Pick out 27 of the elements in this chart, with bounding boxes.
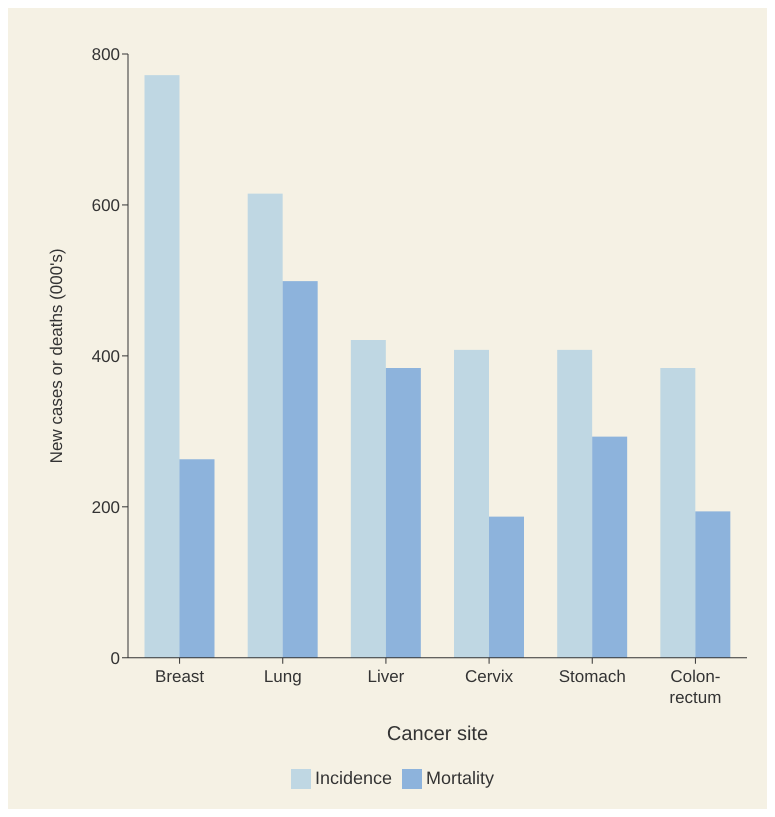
bar (282, 281, 318, 658)
y-tick-label: 600 (92, 196, 120, 215)
bar (454, 350, 490, 658)
x-tick-label: Lung (264, 666, 302, 686)
bar (660, 368, 696, 658)
bar (557, 350, 592, 658)
y-tick-label: 0 (110, 648, 120, 668)
y-tick-label: 400 (92, 346, 120, 366)
x-tick-label: Colon-rectum (669, 666, 722, 707)
bar (248, 194, 283, 658)
x-tick-label: Stomach (558, 666, 626, 686)
bar (144, 75, 180, 658)
x-axis-title: Cancer site (386, 722, 488, 745)
y-axis-title: New cases or deaths (000's) (47, 248, 66, 464)
x-tick-label: Liver (367, 666, 405, 686)
bar (489, 516, 524, 658)
bar (386, 368, 421, 658)
bar (695, 511, 730, 658)
bar (180, 459, 215, 658)
x-tick-label: Breast (155, 666, 204, 686)
bar (350, 340, 386, 658)
x-tick-label: Cervix (464, 666, 514, 686)
y-tick-label: 800 (92, 45, 120, 64)
legend-label: Incidence (314, 768, 392, 788)
bar (592, 436, 628, 658)
legend-label: Mortality (426, 768, 494, 788)
y-tick-label: 200 (92, 498, 120, 517)
